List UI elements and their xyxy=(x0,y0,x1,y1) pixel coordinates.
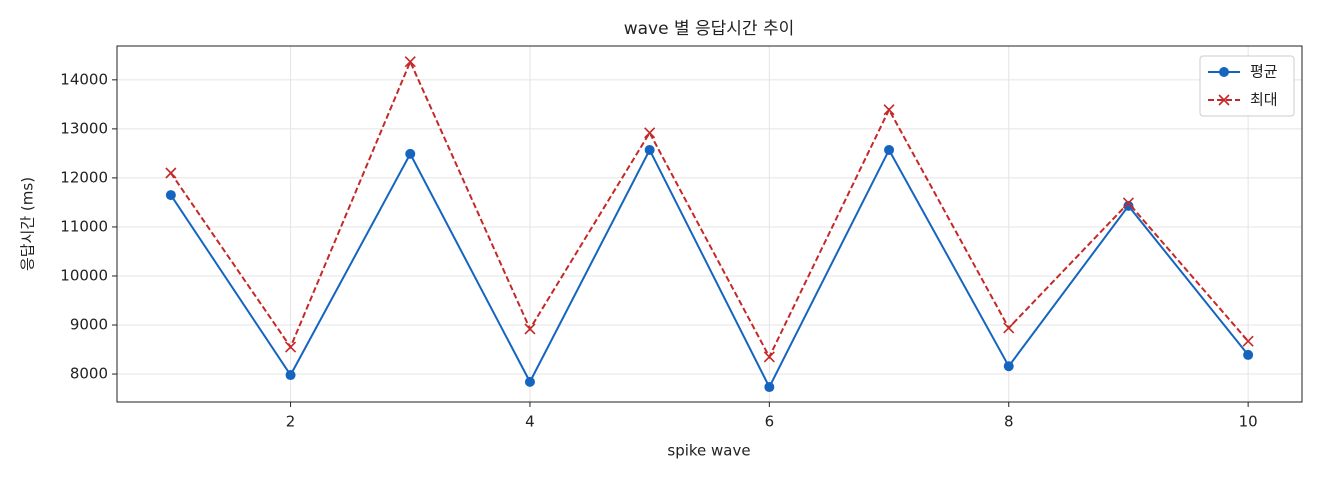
point xyxy=(764,382,775,393)
point xyxy=(1243,349,1254,360)
point xyxy=(1123,200,1134,211)
point xyxy=(405,148,416,159)
legend-label: 평균 xyxy=(1250,63,1278,81)
point xyxy=(524,376,535,387)
point xyxy=(284,341,297,353)
legend-label: 최대 xyxy=(1250,91,1278,109)
point xyxy=(165,190,176,201)
legend-marker xyxy=(1219,67,1229,77)
y-tick-label: 9000 xyxy=(70,316,108,334)
point xyxy=(1122,197,1135,209)
y-tick-label: 8000 xyxy=(70,365,108,383)
series-line xyxy=(170,147,1249,390)
point xyxy=(1003,361,1014,372)
point xyxy=(1003,322,1015,334)
point xyxy=(404,56,416,68)
y-axis-label: 응답시간 (ms) xyxy=(19,177,37,271)
y-tick-label: 13000 xyxy=(60,119,108,137)
x-tick-label: 2 xyxy=(286,413,296,431)
point xyxy=(644,127,656,139)
y-tick-label: 11000 xyxy=(60,217,108,235)
series-line xyxy=(170,59,1249,360)
y-tick-label: 12000 xyxy=(60,168,108,186)
point xyxy=(763,351,775,363)
legend-marker xyxy=(1218,94,1230,106)
point xyxy=(644,144,655,155)
point xyxy=(165,167,177,179)
plot-frame xyxy=(116,45,1303,403)
point xyxy=(883,104,895,116)
point xyxy=(884,144,895,155)
point xyxy=(1242,335,1254,347)
x-tick-label: 8 xyxy=(1004,413,1014,431)
legend-box xyxy=(1199,55,1295,117)
chart-title: wave 별 응답시간 추이 xyxy=(624,19,795,39)
x-axis-label: spike wave xyxy=(667,442,750,460)
x-tick-label: 4 xyxy=(525,413,535,431)
y-tick-label: 14000 xyxy=(60,70,108,88)
y-tick-label: 10000 xyxy=(60,266,108,284)
x-tick-label: 6 xyxy=(765,413,775,431)
point xyxy=(285,370,296,381)
point xyxy=(524,323,536,335)
x-tick-label: 10 xyxy=(1239,413,1258,431)
